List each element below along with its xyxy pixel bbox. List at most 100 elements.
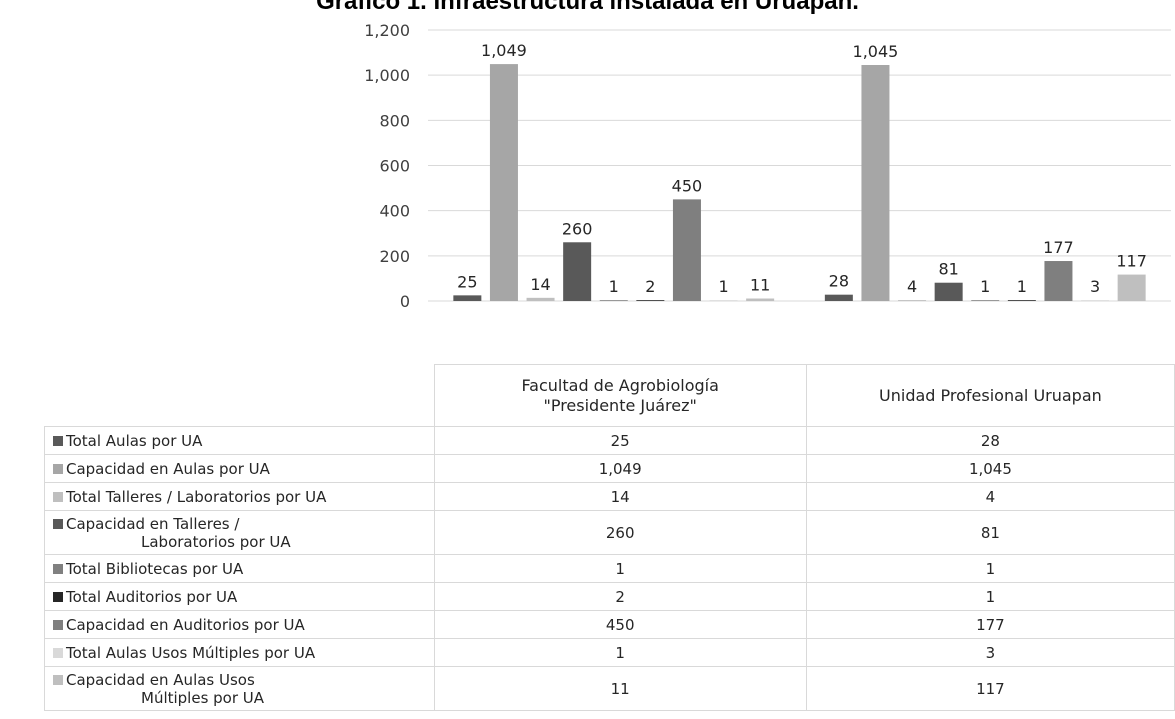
table-row: Capacidad en Aulas Usos Múltiples por UA 1… xyxy=(44,666,1175,711)
legend-swatch xyxy=(53,674,63,685)
data-label: 81 xyxy=(938,260,958,279)
table-row: Total Aulas Usos Múltiples por UA 1 3 xyxy=(44,638,1175,667)
y-tick-label: 600 xyxy=(379,157,410,176)
series-name-cell: Total Aulas Usos Múltiples por UA xyxy=(44,638,435,667)
data-label: 4 xyxy=(907,277,917,296)
legend-swatch xyxy=(53,647,63,658)
bar xyxy=(1081,300,1110,301)
series-name: Total Aulas Usos Múltiples por UA xyxy=(66,643,316,662)
table-cell: 28 xyxy=(805,426,1175,455)
table-corner xyxy=(44,364,435,427)
table-cell: 1 xyxy=(805,582,1175,611)
table-cell: 14 xyxy=(433,482,807,511)
legend-swatch xyxy=(53,619,63,630)
series-name: Total Talleres / Laboratorios por UA xyxy=(66,487,327,506)
category-label: Unidad Profesional Uruapan xyxy=(805,364,1175,427)
series-name: Capacidad en Aulas por UA xyxy=(66,459,270,478)
table-cell: 117 xyxy=(805,666,1175,711)
data-label: 1 xyxy=(1017,277,1027,296)
legend-swatch xyxy=(53,591,63,602)
table-cell: 177 xyxy=(805,610,1175,639)
data-label: 260 xyxy=(562,219,593,238)
y-tick-label: 400 xyxy=(379,202,410,221)
table-cell: 81 xyxy=(805,510,1175,555)
bar xyxy=(861,65,890,301)
data-label: 1,045 xyxy=(853,42,899,61)
series-name-cell: Total Bibliotecas por UA xyxy=(44,554,435,583)
y-tick-label: 800 xyxy=(379,111,410,130)
bar xyxy=(746,298,775,301)
series-name: Laboratorios por UA xyxy=(141,532,291,551)
legend-swatch xyxy=(53,518,63,529)
bar xyxy=(1117,274,1146,301)
data-label: 3 xyxy=(1090,277,1100,296)
data-label: 1 xyxy=(980,277,990,296)
data-label: 1,049 xyxy=(481,41,527,60)
table-cell: 260 xyxy=(433,510,807,555)
table-row: Total Talleres / Laboratorios por UA 14 4 xyxy=(44,482,1175,511)
table-cell: 11 xyxy=(433,666,807,711)
bar xyxy=(563,242,592,301)
bar xyxy=(898,300,927,301)
bar xyxy=(709,300,738,301)
table-cell: 1 xyxy=(805,554,1175,583)
legend-swatch xyxy=(53,491,63,502)
bar xyxy=(489,64,518,301)
series-name: Capacidad en Aulas Usos xyxy=(66,670,255,689)
table-cell: 1 xyxy=(433,638,807,667)
data-label: 117 xyxy=(1116,252,1147,271)
series-name: Capacidad en Auditorios por UA xyxy=(66,615,305,634)
data-label: 450 xyxy=(672,176,703,195)
bar xyxy=(1007,300,1036,301)
data-label: 11 xyxy=(750,276,770,295)
y-tick-label: 1,000 xyxy=(364,66,410,85)
table-cell: 3 xyxy=(805,638,1175,667)
bar xyxy=(934,282,963,301)
bar xyxy=(672,199,701,301)
data-label: 14 xyxy=(530,275,550,294)
table-cell: 1,045 xyxy=(805,454,1175,483)
y-tick-label: 200 xyxy=(379,247,410,266)
bar xyxy=(526,297,555,301)
data-label: 177 xyxy=(1043,238,1074,257)
table-row: Total Bibliotecas por UA 1 1 xyxy=(44,554,1175,583)
bar xyxy=(599,300,628,301)
table-row: Total Auditorios por UA 2 1 xyxy=(44,582,1175,611)
legend-swatch xyxy=(53,563,63,574)
y-tick-label: 1,200 xyxy=(364,21,410,40)
legend-swatch xyxy=(53,463,63,474)
data-label: 1 xyxy=(718,277,728,296)
table-header-row: Facultad de Agrobiología "Presidente Juár… xyxy=(44,364,1175,427)
series-name-cell: Total Aulas por UA xyxy=(44,426,435,455)
bar xyxy=(453,295,482,301)
chart-title: Gráfico 1. Infraestructura instalada en … xyxy=(316,0,859,15)
table-cell: 4 xyxy=(805,482,1175,511)
series-name: Total Aulas por UA xyxy=(66,431,203,450)
series-name-cell: Total Talleres / Laboratorios por UA xyxy=(44,482,435,511)
table-cell: 1 xyxy=(433,554,807,583)
data-table: Facultad de Agrobiología "Presidente Juár… xyxy=(44,364,1175,711)
data-label: 1 xyxy=(609,277,619,296)
legend-swatch xyxy=(53,435,63,446)
table-row: Capacidad en Aulas por UA 1,049 1,045 xyxy=(44,454,1175,483)
series-name-cell: Capacidad en Talleres / Laboratorios por … xyxy=(44,510,435,555)
bar xyxy=(636,300,665,301)
bar xyxy=(824,294,853,301)
series-name-cell: Total Auditorios por UA xyxy=(44,582,435,611)
table-cell: 1,049 xyxy=(433,454,807,483)
series-name: Múltiples por UA xyxy=(141,688,265,707)
table-cell: 450 xyxy=(433,610,807,639)
table-row: Capacidad en Talleres / Laboratorios por … xyxy=(44,510,1175,555)
table-cell: 2 xyxy=(433,582,807,611)
data-label: 25 xyxy=(457,272,477,291)
data-label: 2 xyxy=(645,277,655,296)
series-name: Total Auditorios por UA xyxy=(66,587,238,606)
bar xyxy=(1044,261,1073,301)
bar xyxy=(971,300,1000,301)
series-name: Capacidad en Talleres / xyxy=(66,514,240,533)
series-name-cell: Capacidad en Aulas por UA xyxy=(44,454,435,483)
data-label: 28 xyxy=(829,272,849,291)
series-name-cell: Capacidad en Aulas Usos Múltiples por UA xyxy=(44,666,435,711)
table-row: Total Aulas por UA 25 28 xyxy=(44,426,1175,455)
